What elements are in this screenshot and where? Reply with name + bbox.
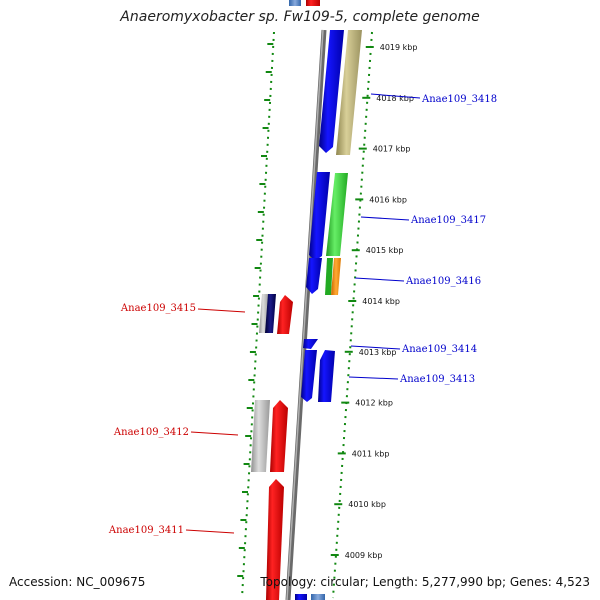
scale-label: 4019 kbp [380, 43, 418, 52]
genome-backbone [285, 29, 327, 600]
gene-label-anae109-3414: Anae109_3414 [401, 344, 477, 355]
top-partial-feature-red [306, 0, 320, 6]
scale-label: 4014 kbp [362, 297, 400, 306]
leader-line [370, 93, 421, 99]
scale-label: 4013 kbp [359, 348, 397, 357]
cds-anae109-3415 [277, 295, 293, 334]
scale-ticks [330, 46, 374, 556]
reverse-gene-labels: Anae109_3415 Anae109_3412 Anae109_3411 [108, 303, 246, 536]
leader-line [354, 277, 405, 282]
scale-label: 4011 kbp [352, 449, 390, 458]
feature-navy-3415 [265, 294, 276, 333]
scale-label: 4018 kbp [376, 94, 414, 103]
cds-anae109-3418 [319, 30, 344, 153]
gene-label-anae109-3412: Anae109_3412 [113, 427, 189, 438]
bottom-partial-feature-lightblue [311, 594, 325, 600]
feature-grey-3412 [251, 400, 270, 472]
leader-line [190, 431, 239, 436]
scale-label: 4016 kbp [369, 195, 407, 204]
feature-green-3416 [325, 258, 333, 295]
accession-text: Accession: NC_009675 [9, 575, 146, 589]
leader-line [185, 529, 235, 534]
leader-line [197, 308, 246, 313]
leader-line [360, 216, 410, 221]
feature-khaki-3418 [336, 30, 362, 155]
cds-anae109-3412 [270, 400, 288, 472]
gene-label-anae109-3413: Anae109_3413 [399, 374, 475, 385]
genome-summary-text: Topology: circular; Length: 5,277,990 bp… [260, 575, 590, 589]
scale-label: 4009 kbp [345, 551, 383, 560]
cds-anae109-3414 [303, 339, 318, 349]
scale-label: 4012 kbp [355, 399, 393, 408]
leader-line [348, 376, 399, 380]
gene-label-anae109-3416: Anae109_3416 [405, 276, 481, 287]
top-partial-feature-lightblue [289, 0, 301, 6]
scale-label: 4015 kbp [366, 246, 404, 255]
genome-backbone-highlight [286, 29, 324, 600]
scale-label: 4010 kbp [348, 500, 386, 509]
cds-anae109-3413 [318, 350, 335, 402]
cds-anae109-3416 [306, 258, 322, 294]
leader-line [350, 345, 401, 350]
feature-orange-3416 [331, 258, 341, 295]
gene-label-anae109-3418: Anae109_3418 [421, 94, 497, 105]
cds-anae109-3414-body [301, 350, 317, 402]
forward-gene-labels: Anae109_3418 Anae109_3417 Anae109_3416 A… [348, 93, 497, 385]
gene-label-anae109-3415: Anae109_3415 [120, 303, 196, 314]
gene-label-anae109-3411: Anae109_3411 [108, 525, 184, 536]
cds-anae109-3411 [266, 479, 284, 600]
cds-anae109-3417 [309, 172, 330, 261]
gene-label-anae109-3417: Anae109_3417 [410, 215, 486, 226]
scale-labels: 4019 kbp 4018 kbp 4017 kbp 4016 kbp 4015 kbp… [345, 43, 418, 560]
inner-scale-ticks [237, 43, 274, 577]
feature-green-3417 [326, 173, 348, 256]
map-title: Anaeromyxobacter sp. Fw109-5, complete g… [120, 9, 480, 25]
scale-label: 4017 kbp [373, 145, 411, 154]
bottom-partial-feature-blue [295, 594, 307, 600]
